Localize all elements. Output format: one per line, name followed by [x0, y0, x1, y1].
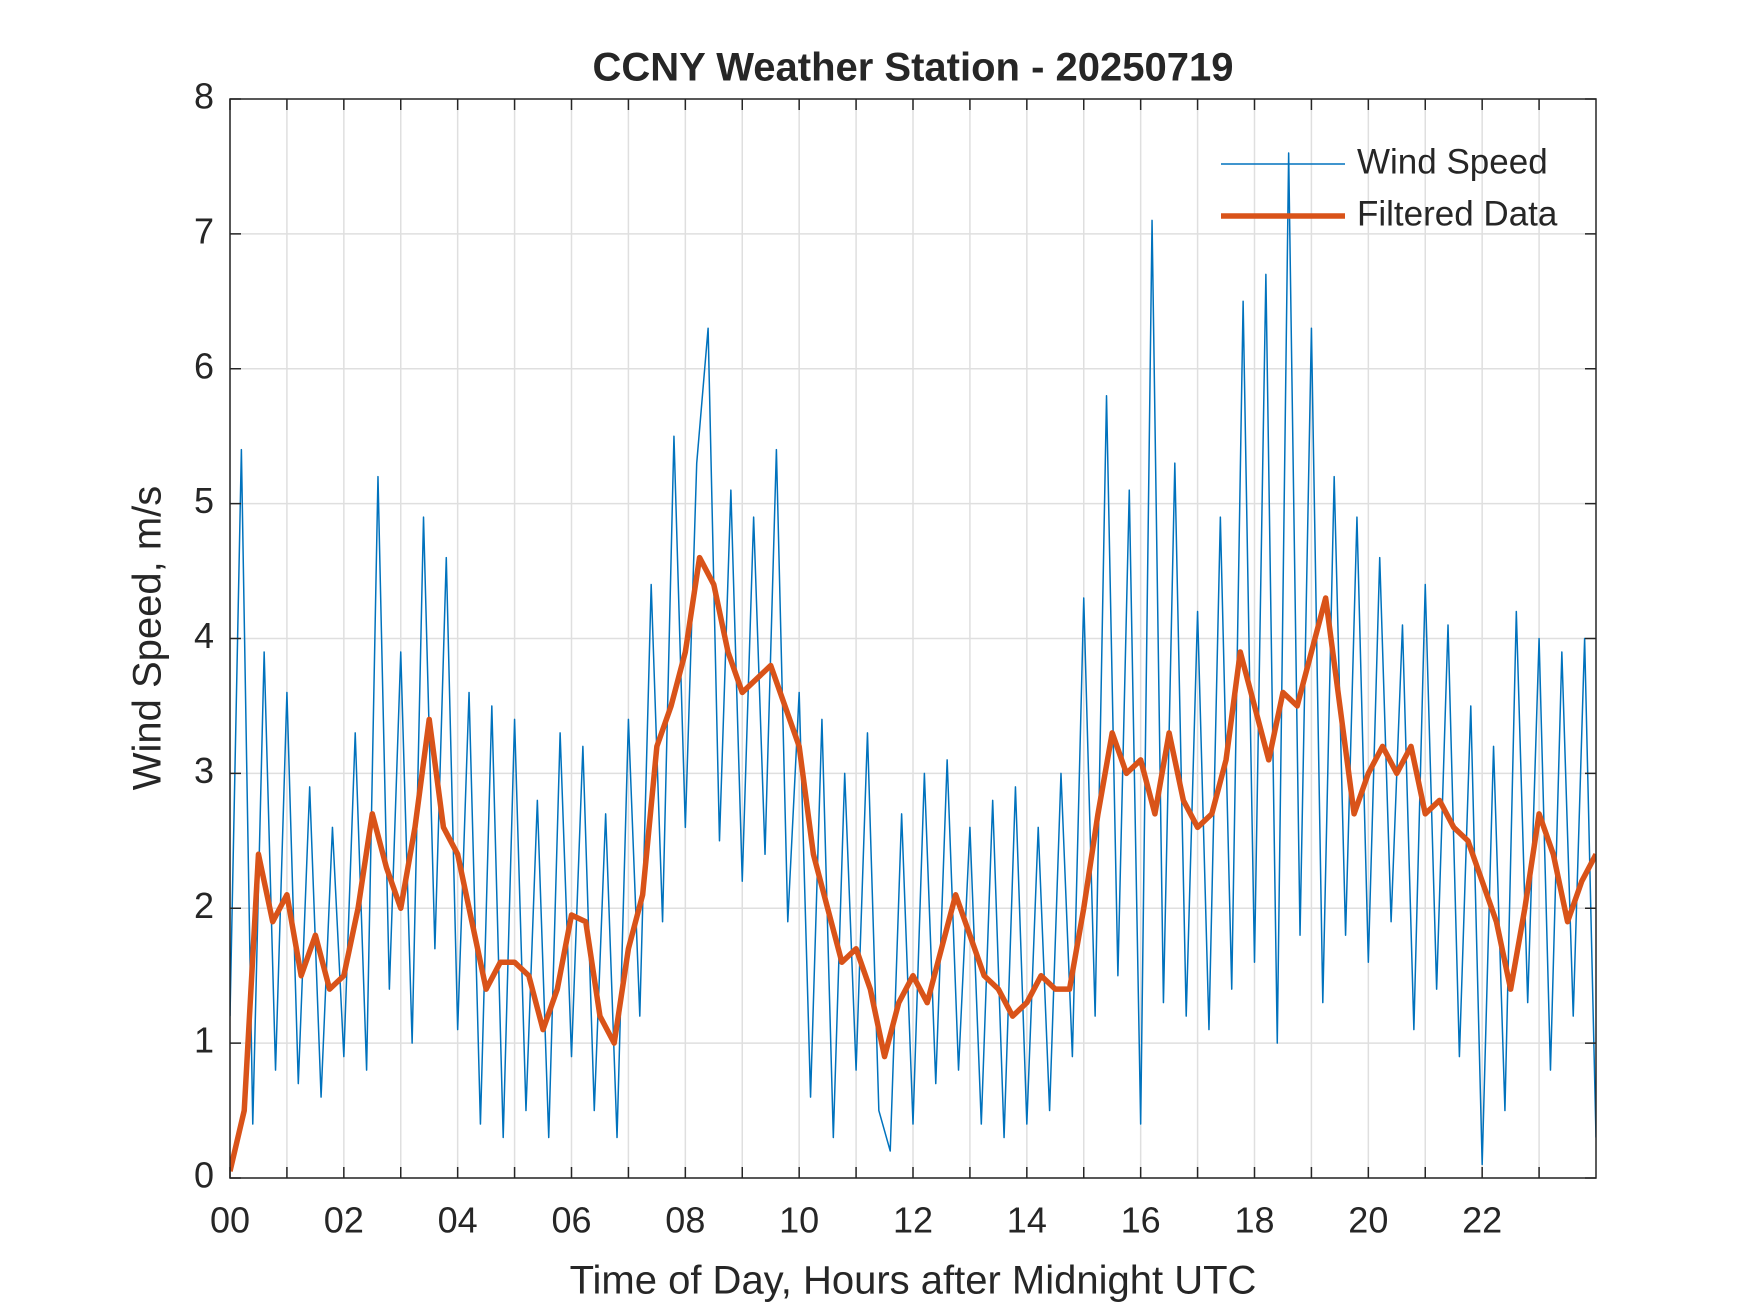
- legend-label: Filtered Data: [1357, 194, 1558, 233]
- x-axis-label: Time of Day, Hours after Midnight UTC: [570, 1259, 1257, 1303]
- y-tick-label: 6: [194, 345, 214, 386]
- data-line: [230, 152, 1596, 1166]
- x-tick-label: 22: [1462, 1200, 1502, 1241]
- y-tick-label: 0: [194, 1155, 214, 1196]
- y-tick-label: 4: [194, 615, 214, 656]
- y-tick-label: 8: [194, 76, 214, 117]
- legend-label: Wind Speed: [1357, 142, 1548, 181]
- x-tick-label: 14: [1007, 1200, 1047, 1241]
- x-tick-label: 10: [779, 1200, 819, 1241]
- y-tick-label: 2: [194, 885, 214, 926]
- x-tick-label: 18: [1234, 1200, 1274, 1241]
- y-tick-label: 3: [194, 750, 214, 791]
- data-line: [230, 554, 1596, 1172]
- x-tick-label: 16: [1121, 1200, 1161, 1241]
- x-tick-label: 20: [1348, 1200, 1388, 1241]
- x-tick-label: 00: [210, 1200, 250, 1241]
- y-tick-label: 1: [194, 1020, 214, 1061]
- y-axis-label: Wind Speed, m/s: [126, 486, 170, 791]
- x-tick-label: 02: [324, 1200, 364, 1241]
- x-tick-label: 08: [665, 1200, 705, 1241]
- y-tick-label: 5: [194, 480, 214, 521]
- chart-title: CCNY Weather Station - 20250719: [593, 46, 1234, 90]
- y-tick-label: 7: [194, 210, 214, 251]
- x-tick-label: 04: [438, 1200, 478, 1241]
- x-tick-label: 12: [893, 1200, 933, 1241]
- x-tick-label: 06: [551, 1200, 591, 1241]
